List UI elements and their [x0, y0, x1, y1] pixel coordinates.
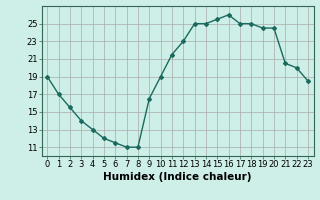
X-axis label: Humidex (Indice chaleur): Humidex (Indice chaleur) — [103, 172, 252, 182]
